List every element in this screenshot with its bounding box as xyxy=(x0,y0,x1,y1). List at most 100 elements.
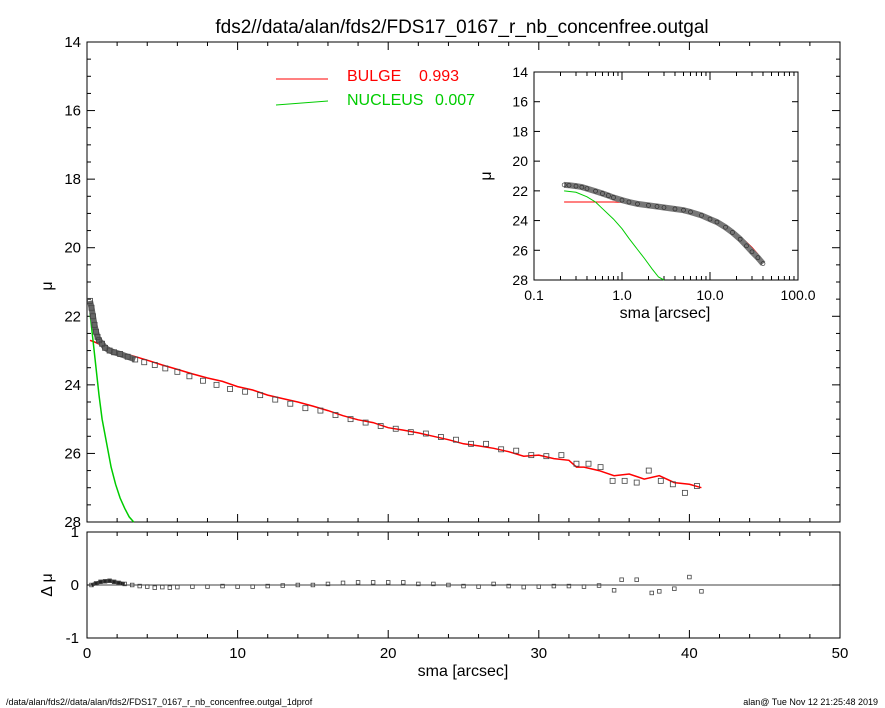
residual-point xyxy=(446,582,451,588)
residual-point xyxy=(551,583,557,589)
inset-nucleus-line xyxy=(564,190,665,281)
inset-ytick-label: 18 xyxy=(512,123,528,139)
inset-data-point xyxy=(688,209,693,215)
residual-ytick-label: -1 xyxy=(66,630,79,647)
main-data-point xyxy=(90,313,96,320)
main-data-point xyxy=(681,489,688,496)
main-bulge-line xyxy=(89,339,702,489)
residual-point xyxy=(649,590,654,596)
main-data-point xyxy=(174,368,181,375)
inset-y-label: μ xyxy=(478,171,495,180)
inset-xtick-label: 100.0 xyxy=(780,287,815,303)
residual-points xyxy=(89,574,704,596)
residual-point xyxy=(416,581,421,587)
inset-axis-ticks: 14 16 18 20 22 24 26 280.1 1.0 10.0 100.0 xyxy=(512,64,815,303)
inset-ytick-label: 26 xyxy=(512,242,528,258)
residual-plot-panel: 10-10 10 20 30 40 50 Δ μ sma [arcsec] xyxy=(39,524,848,680)
residual-thick-trace xyxy=(90,579,125,587)
residual-point xyxy=(521,584,526,590)
residual-point xyxy=(111,579,117,585)
main-data-point xyxy=(302,405,309,412)
main-bulge-line-path xyxy=(89,339,702,489)
residual-point xyxy=(491,581,496,587)
inset-data-point xyxy=(561,182,567,188)
residual-ytick-label: 1 xyxy=(71,524,79,541)
residual-point xyxy=(102,579,108,584)
main-ytick-label: 26 xyxy=(64,445,81,462)
main-data-point xyxy=(513,447,520,454)
inset-data-point xyxy=(749,249,755,255)
inset-data-point xyxy=(606,193,611,198)
inset-data-point xyxy=(737,236,743,242)
residual-point xyxy=(116,580,121,586)
main-ytick-label: 16 xyxy=(64,103,81,120)
residual-point xyxy=(431,581,436,587)
inset-data-point xyxy=(755,255,761,261)
inset-data-point xyxy=(635,201,640,207)
main-data-point xyxy=(377,423,384,429)
residual-point xyxy=(536,584,541,589)
main-data-point xyxy=(597,464,604,471)
main-data-point xyxy=(543,453,550,460)
residual-point xyxy=(611,588,617,593)
residual-point xyxy=(370,580,376,585)
main-ytick-label: 22 xyxy=(64,308,81,325)
residual-y-label: Δ μ xyxy=(39,573,56,596)
residual-point xyxy=(340,580,346,586)
main-data-point xyxy=(669,481,676,488)
inset-data-point xyxy=(654,204,660,209)
residual-point xyxy=(325,581,331,587)
inset-data-point xyxy=(672,206,678,212)
main-axis-ticks: 14 16 18 20 22 24 26 28 xyxy=(64,34,841,531)
inset-xtick-label: 1.0 xyxy=(612,287,632,303)
main-ytick-label: 20 xyxy=(64,240,81,257)
main-data-point xyxy=(483,440,489,447)
inset-ytick-label: 16 xyxy=(512,94,528,110)
inset-data-point xyxy=(661,205,667,210)
residual-point xyxy=(175,584,180,590)
x-tick-label: 30 xyxy=(530,645,547,662)
inset-ytick-label: 24 xyxy=(512,213,528,229)
main-data-point xyxy=(573,460,580,467)
residual-point xyxy=(152,585,157,590)
main-data-point xyxy=(694,483,700,489)
main-data-point xyxy=(558,452,565,459)
main-data-thick-trace xyxy=(87,300,137,363)
main-plot-panel: 14 16 18 20 22 24 26 28 μ xyxy=(39,34,841,531)
residual-point xyxy=(160,584,165,590)
main-data-point xyxy=(407,429,414,436)
main-data-point xyxy=(186,373,193,380)
inset-data-point xyxy=(584,186,590,191)
residual-point xyxy=(295,582,301,588)
residual-point xyxy=(89,582,94,588)
main-ytick-label: 28 xyxy=(64,514,81,531)
inset-data-point xyxy=(566,182,572,188)
inset-data-point xyxy=(730,230,735,235)
main-data-point xyxy=(132,356,139,363)
legend-nucleus-value: 0.007 xyxy=(435,92,475,109)
inset-data-point xyxy=(760,261,766,266)
main-data-point xyxy=(453,436,459,443)
inset-data-points xyxy=(561,181,766,266)
main-data-point xyxy=(645,467,652,474)
main-data-point xyxy=(332,412,339,418)
inset-nucleus-line-path xyxy=(564,190,665,281)
inset-x-label: sma [arcsec] xyxy=(620,305,711,322)
legend-nucleus-label: NUCLEUS xyxy=(347,92,423,109)
inset-ytick-label: 28 xyxy=(512,272,528,288)
inset-data-point xyxy=(646,203,651,208)
main-data-point xyxy=(117,351,124,357)
main-y-label: μ xyxy=(39,281,56,290)
main-data-point xyxy=(633,479,640,486)
inset-data-point xyxy=(681,207,686,213)
footer-left: /data/alan/fds2//data/alan/fds2/FDS17_01… xyxy=(6,697,313,707)
residual-point xyxy=(476,584,481,589)
main-data-point xyxy=(213,381,220,388)
residual-point xyxy=(355,580,361,585)
main-data-point xyxy=(468,440,474,447)
main-data-point xyxy=(621,477,628,484)
residual-point xyxy=(687,574,692,580)
inset-plot-frame xyxy=(533,71,799,281)
main-data-point xyxy=(272,396,279,403)
residual-point xyxy=(167,585,173,590)
